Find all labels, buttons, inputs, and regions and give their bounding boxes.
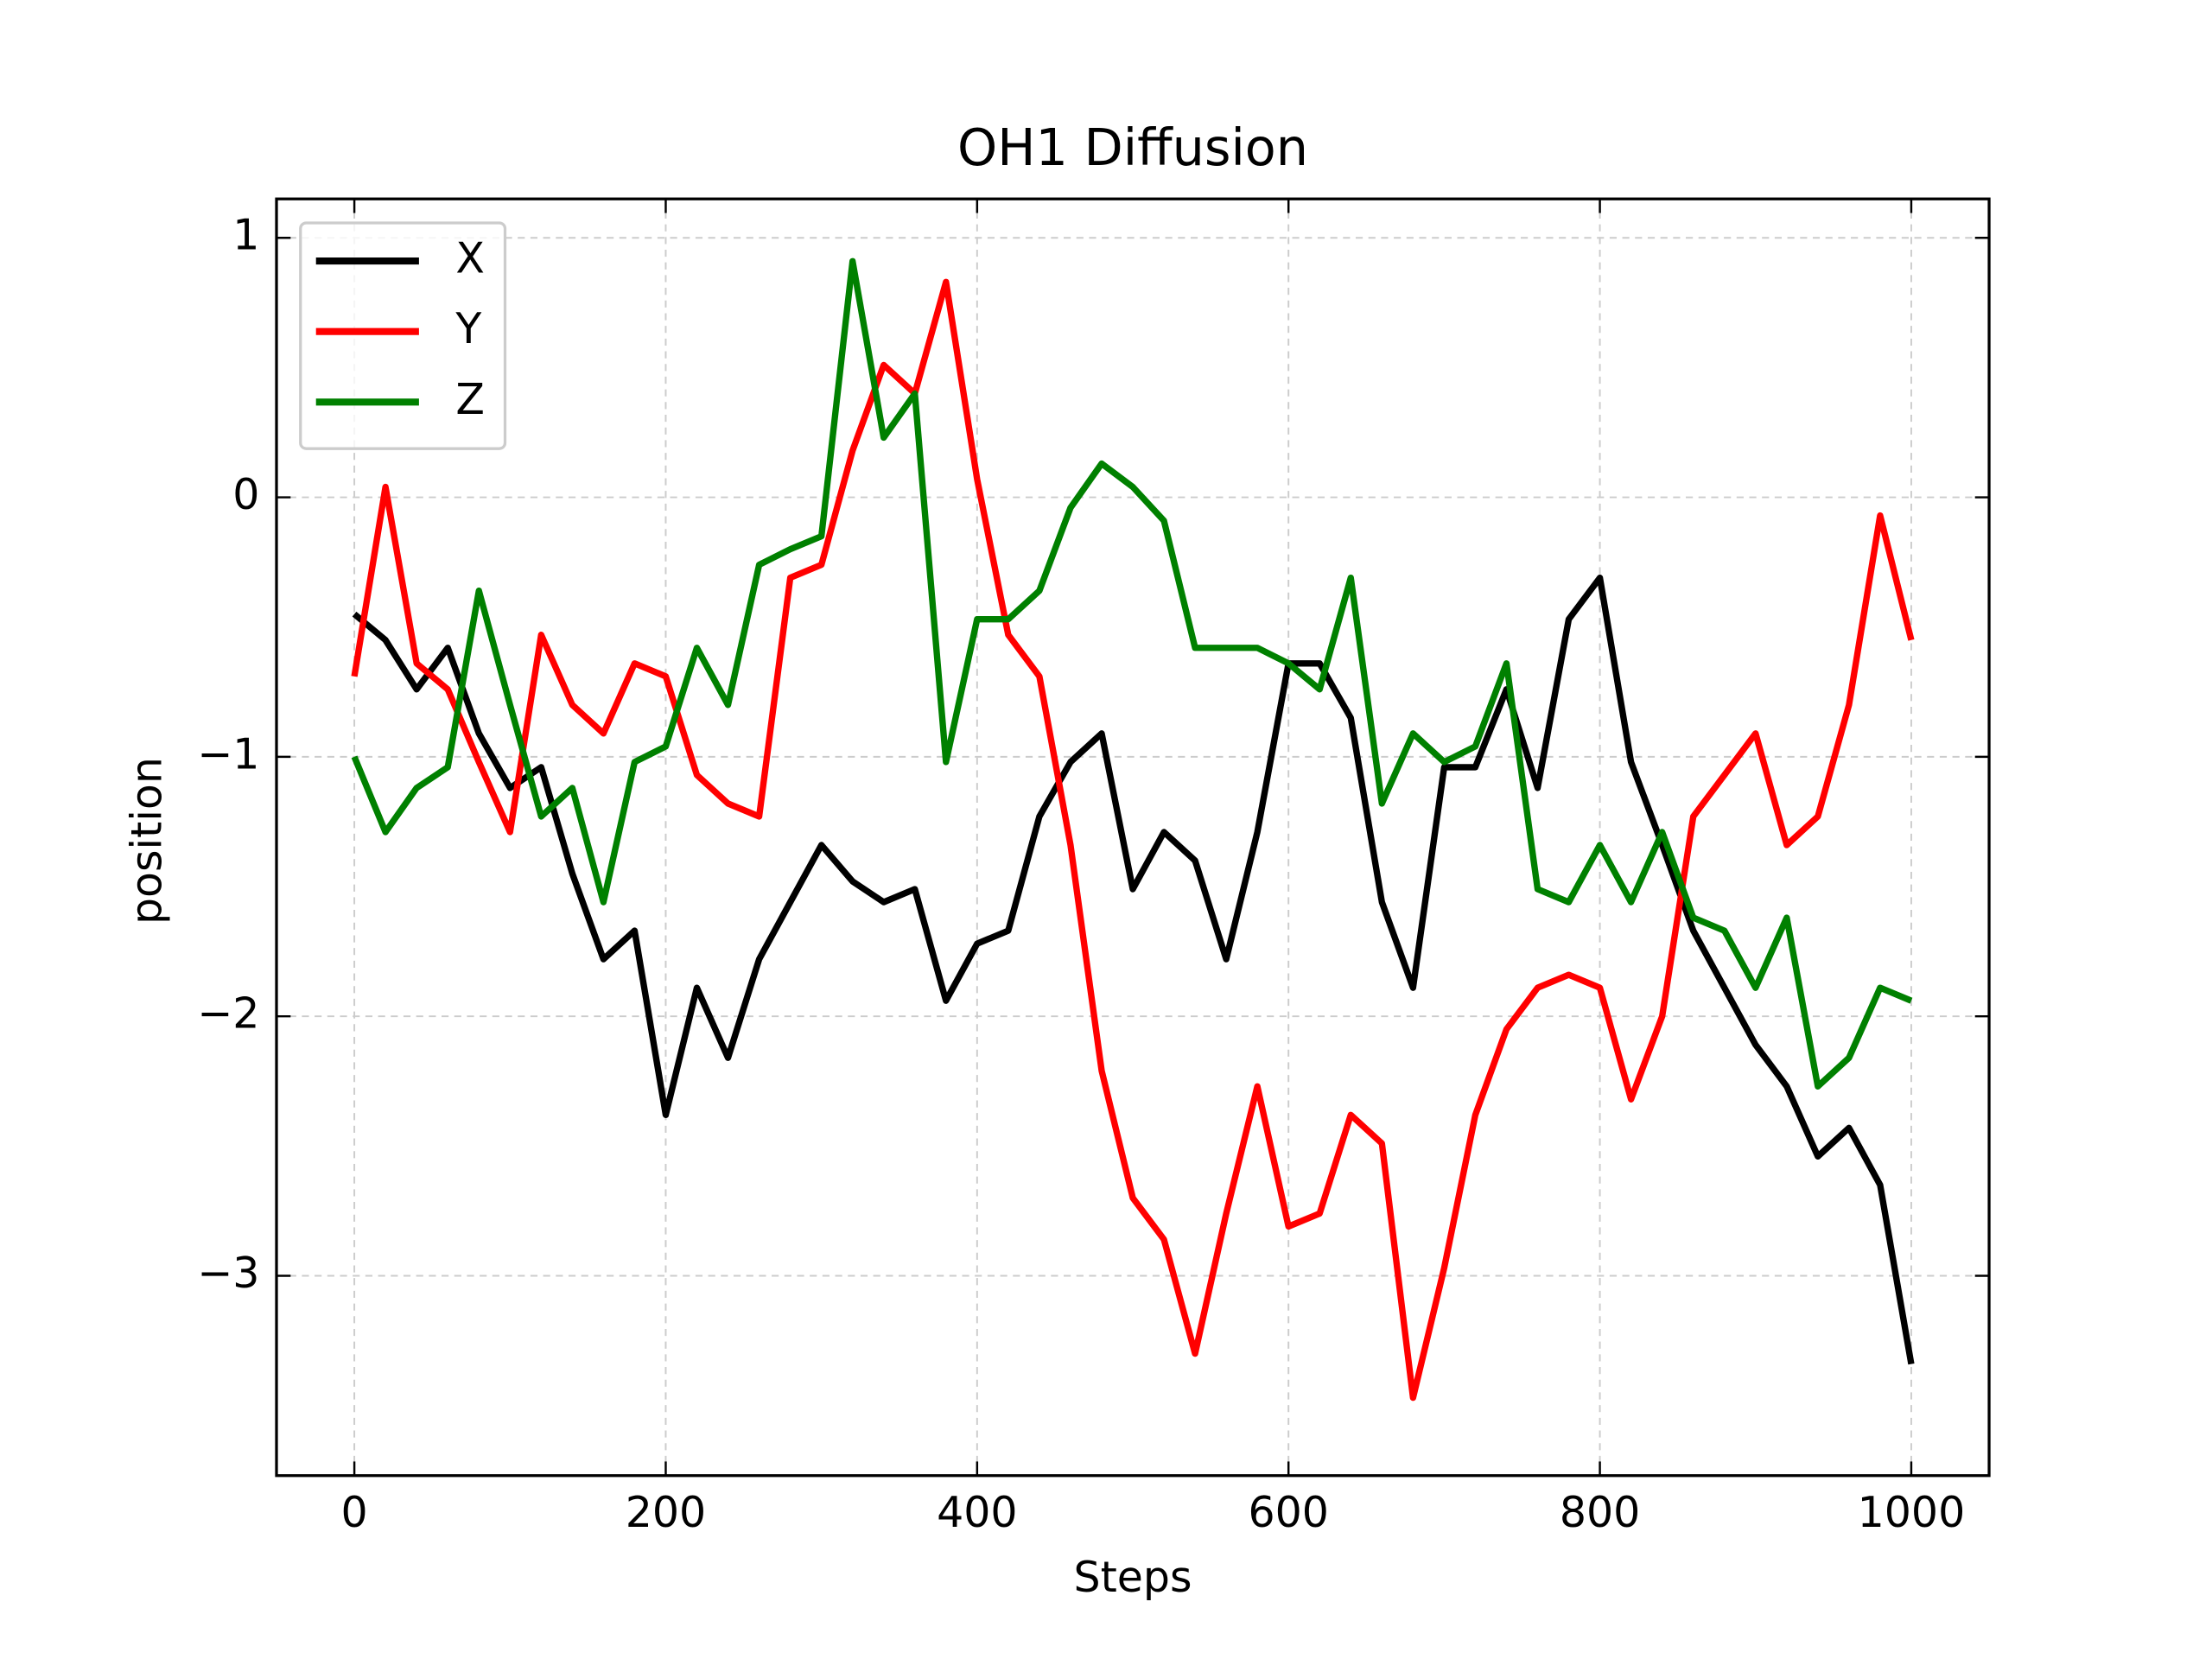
legend-label: Y (454, 304, 481, 353)
legend-label: X (455, 234, 485, 283)
series-line (352, 574, 1915, 1365)
x-tick-label: 600 (1248, 1488, 1328, 1537)
y-tick-label: −3 (197, 1249, 259, 1298)
series-line (351, 257, 1913, 1090)
y-tick-label: −2 (197, 989, 259, 1039)
x-tick-label: 0 (341, 1488, 368, 1537)
y-axis-label: position (123, 757, 172, 925)
plot-frame (275, 197, 1991, 1478)
x-tick-label: 1000 (1858, 1488, 1966, 1537)
chart-title: OH1 Diffusion (957, 118, 1308, 177)
x-axis-label: Steps (1074, 1553, 1192, 1602)
y-tick-label: −1 (197, 729, 259, 779)
y-tick-label: 1 (232, 211, 259, 260)
x-tick-label: 200 (626, 1488, 706, 1537)
legend-label: Z (455, 375, 485, 424)
y-tick-label: 0 (232, 470, 259, 519)
series-line (351, 278, 1915, 1402)
legend-box (299, 221, 507, 450)
x-tick-label: 800 (1560, 1488, 1640, 1537)
x-tick-label: 400 (937, 1488, 1017, 1537)
